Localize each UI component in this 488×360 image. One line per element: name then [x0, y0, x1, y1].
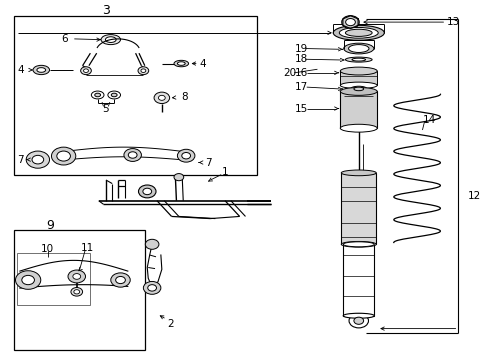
Ellipse shape — [111, 93, 117, 97]
Circle shape — [154, 92, 169, 104]
Circle shape — [147, 285, 156, 291]
Ellipse shape — [341, 242, 375, 247]
Ellipse shape — [91, 91, 104, 99]
Ellipse shape — [340, 67, 376, 75]
Text: 4: 4 — [18, 65, 24, 75]
Ellipse shape — [108, 91, 120, 99]
Circle shape — [74, 290, 80, 294]
Bar — [14, 230, 144, 350]
Text: 5: 5 — [102, 104, 109, 113]
Circle shape — [177, 149, 195, 162]
Text: 1: 1 — [221, 167, 228, 177]
Text: 13: 13 — [446, 17, 459, 27]
Text: 11: 11 — [81, 243, 94, 253]
Text: 20: 20 — [283, 68, 296, 78]
Text: 2: 2 — [167, 319, 174, 329]
Circle shape — [345, 18, 355, 26]
Circle shape — [57, 151, 70, 161]
Ellipse shape — [350, 86, 366, 91]
Ellipse shape — [343, 313, 373, 318]
Ellipse shape — [340, 124, 376, 132]
Circle shape — [143, 282, 161, 294]
Circle shape — [26, 151, 49, 168]
Circle shape — [16, 271, 41, 289]
Circle shape — [138, 67, 148, 75]
Circle shape — [142, 188, 151, 195]
Ellipse shape — [37, 68, 45, 72]
Circle shape — [341, 16, 359, 28]
Circle shape — [138, 185, 156, 198]
Circle shape — [83, 69, 88, 72]
Ellipse shape — [105, 37, 116, 42]
Circle shape — [22, 275, 34, 285]
Circle shape — [145, 239, 159, 249]
Bar — [343, 244, 373, 316]
Ellipse shape — [341, 170, 375, 176]
Text: 17: 17 — [294, 82, 308, 92]
Ellipse shape — [348, 45, 368, 53]
Text: 10: 10 — [41, 244, 54, 253]
Circle shape — [68, 270, 85, 283]
Circle shape — [123, 149, 141, 161]
Text: 4: 4 — [200, 59, 206, 68]
Ellipse shape — [332, 25, 384, 40]
Circle shape — [32, 156, 43, 164]
Text: 8: 8 — [181, 92, 187, 102]
Circle shape — [111, 273, 130, 287]
Ellipse shape — [101, 35, 120, 45]
Text: 14: 14 — [422, 115, 435, 125]
Circle shape — [73, 274, 81, 279]
Circle shape — [174, 174, 183, 181]
Ellipse shape — [345, 29, 371, 36]
Bar — [340, 91, 376, 128]
Ellipse shape — [340, 87, 376, 95]
Text: 18: 18 — [294, 54, 308, 64]
Ellipse shape — [345, 57, 371, 62]
Text: 16: 16 — [294, 68, 308, 78]
Ellipse shape — [177, 62, 185, 65]
Bar — [341, 173, 375, 244]
Ellipse shape — [340, 82, 376, 89]
Circle shape — [141, 69, 145, 72]
Circle shape — [348, 314, 368, 328]
Ellipse shape — [339, 27, 377, 38]
Bar — [340, 71, 376, 85]
Text: 12: 12 — [467, 191, 480, 201]
Ellipse shape — [33, 65, 49, 75]
Circle shape — [182, 153, 190, 159]
Circle shape — [81, 67, 91, 75]
Circle shape — [158, 95, 165, 100]
Ellipse shape — [95, 93, 101, 97]
Circle shape — [353, 317, 363, 324]
Circle shape — [128, 152, 137, 158]
Circle shape — [116, 276, 125, 284]
Ellipse shape — [353, 87, 363, 91]
Ellipse shape — [343, 242, 373, 247]
Text: 19: 19 — [294, 44, 308, 54]
Text: 7: 7 — [204, 158, 211, 168]
Ellipse shape — [174, 60, 188, 67]
Text: 15: 15 — [294, 104, 308, 113]
Bar — [18, 253, 90, 305]
Text: 3: 3 — [102, 4, 110, 17]
Text: 9: 9 — [46, 219, 54, 232]
Ellipse shape — [343, 43, 373, 54]
Bar — [14, 16, 256, 175]
Ellipse shape — [351, 58, 365, 61]
Ellipse shape — [345, 85, 371, 93]
Circle shape — [51, 147, 76, 165]
Text: 6: 6 — [61, 33, 68, 44]
Circle shape — [71, 288, 82, 296]
Text: 7: 7 — [18, 155, 24, 165]
